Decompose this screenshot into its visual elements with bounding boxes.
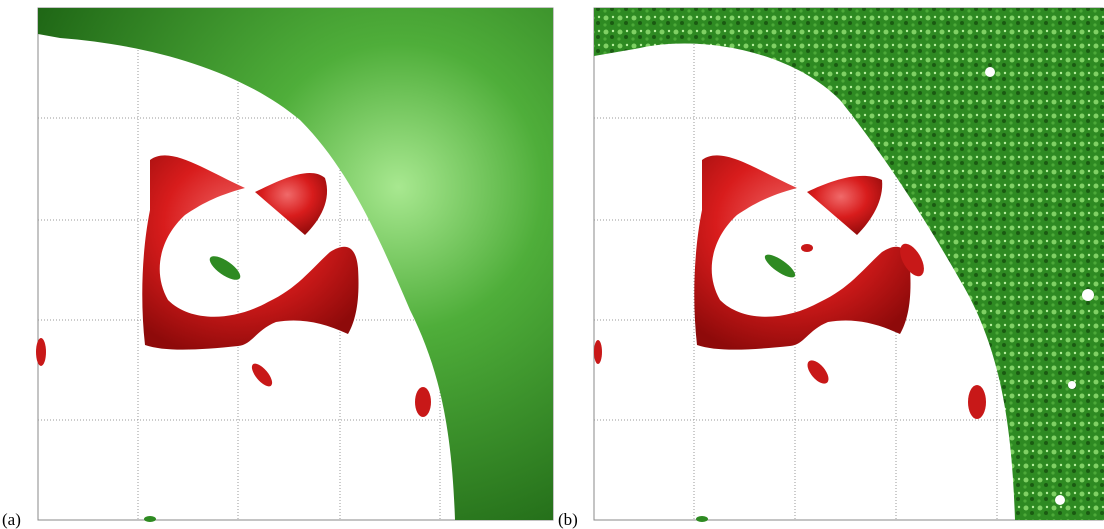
panel-b: (b) [558, 8, 1104, 529]
hole [985, 67, 995, 77]
panel-label: (a) [2, 510, 21, 529]
red-blob [36, 338, 46, 366]
red-blob [801, 244, 813, 252]
green-blob [144, 516, 156, 522]
panel-label: (b) [558, 510, 578, 529]
red-blob [415, 387, 431, 417]
hole [1082, 289, 1094, 301]
hole [1055, 495, 1065, 505]
figure: (a) (b) [0, 0, 1104, 529]
red-blob [594, 340, 602, 364]
red-blob [968, 385, 986, 419]
hole [1068, 381, 1076, 389]
page: {"panels": [{"label": "(a)"}, {"label": … [0, 0, 1104, 529]
panel-a: (a) [2, 8, 553, 529]
green-blob [696, 516, 708, 522]
